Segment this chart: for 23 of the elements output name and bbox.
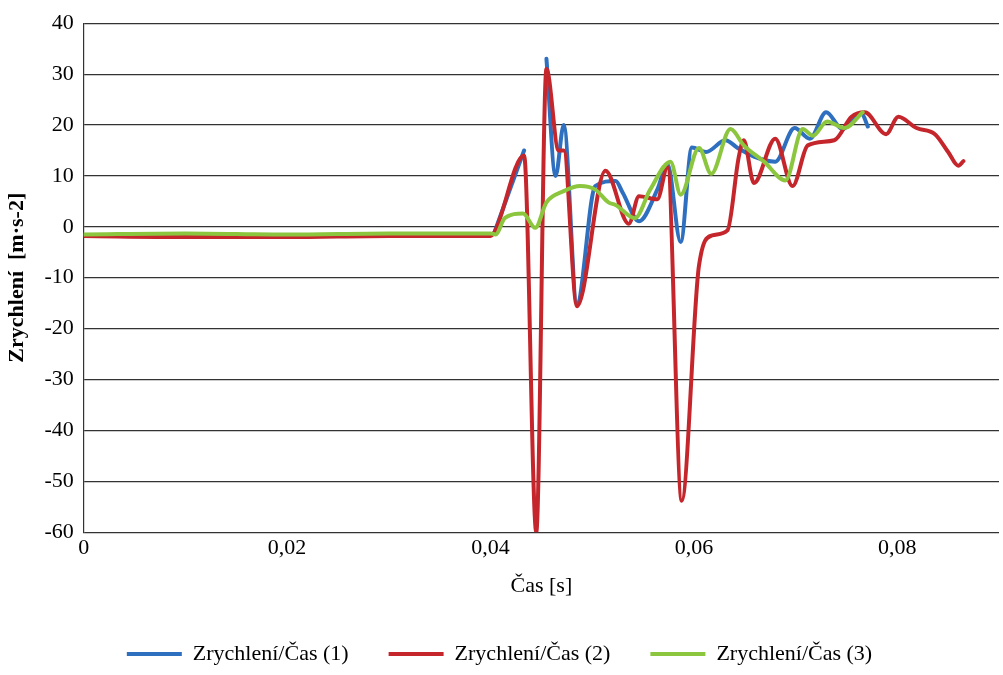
y-tick-label: 20 xyxy=(51,110,74,136)
x-tick-label: 0,04 xyxy=(471,534,510,560)
y-tick-label: 0 xyxy=(62,212,74,238)
legend-label: Zrychlení/Čas (1) xyxy=(192,639,349,665)
x-tick-label: 0,08 xyxy=(878,534,917,560)
y-tick-label: -10 xyxy=(44,263,74,289)
legend-label: Zrychlení/Čas (3) xyxy=(716,639,873,665)
y-tick-label: 30 xyxy=(51,59,74,85)
y-tick-label: -40 xyxy=(44,416,74,442)
y-tick-label: -30 xyxy=(44,365,74,391)
legend-label: Zrychlení/Čas (2) xyxy=(454,639,611,665)
x-tick-label: 0 xyxy=(78,534,90,560)
y-tick-label: 40 xyxy=(51,8,74,34)
y-tick-label: -50 xyxy=(44,467,74,493)
y-tick-label: -60 xyxy=(44,517,74,543)
y-axis-title: Zrychlení [m·s-2] xyxy=(2,192,28,363)
x-axis-title: Čas [s] xyxy=(510,571,573,597)
x-tick-label: 0,02 xyxy=(267,534,307,560)
x-tick-label: 0,06 xyxy=(674,534,714,560)
line-series xyxy=(83,110,865,237)
y-tick-label: 10 xyxy=(51,161,74,187)
line-series xyxy=(83,67,966,533)
y-tick-label: -20 xyxy=(44,314,74,340)
